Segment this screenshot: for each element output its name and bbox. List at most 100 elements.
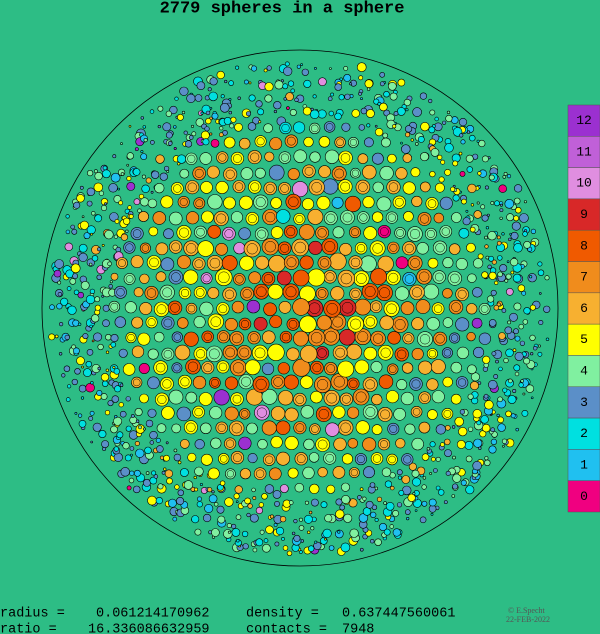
sphere [283,254,300,270]
sphere [142,478,151,487]
sphere [204,126,210,132]
sphere [232,180,246,193]
legend-swatch [567,104,600,137]
sphere-inner [443,409,452,418]
sphere [152,211,167,225]
sphere [300,63,303,66]
sphere-inner [324,241,336,252]
sphere [464,440,474,450]
sphere [208,91,218,102]
sphere [242,530,249,538]
sphere [488,271,497,280]
sphere-inner [218,271,230,284]
sphere [179,86,189,96]
sphere-inner [116,288,125,297]
sphere-inner [310,332,323,344]
sphere [401,453,414,466]
sphere [473,258,484,269]
sphere [215,421,228,434]
sphere [183,269,199,285]
sphere [128,213,134,219]
sphere [239,468,251,480]
sphere [324,149,340,164]
sphere-inner [146,288,157,298]
sphere-inner [281,332,291,342]
sphere-inner [217,423,226,432]
sphere [479,430,487,438]
sphere [142,427,146,431]
sphere [310,498,319,507]
sphere-inner [250,152,260,162]
sphere [514,335,521,342]
sphere [410,405,423,418]
sphere [153,301,170,317]
sphere [224,317,238,331]
sphere [191,124,195,128]
sphere [505,410,512,417]
sphere [286,550,293,556]
sphere [117,187,120,191]
sphere-inner [250,182,260,192]
sphere [503,357,509,364]
sphere [509,258,519,267]
sphere [246,512,251,518]
sphere [315,287,329,300]
sphere [231,300,245,314]
sphere [203,513,212,523]
sphere [370,361,383,373]
sphere [205,110,211,116]
sphere-inner [239,347,250,358]
legend-label: 4 [580,364,588,379]
sphere-inner [285,286,297,298]
sphere [383,300,400,317]
sphere [476,139,480,143]
sphere [207,87,212,92]
sphere [329,67,332,70]
sphere [132,168,141,176]
sphere [315,437,330,452]
sphere [97,343,104,351]
sphere [317,467,328,478]
sphere [513,302,522,311]
sphere [81,215,85,218]
sphere [458,151,463,156]
sphere [191,515,200,524]
sphere [141,174,146,179]
sphere [308,510,313,515]
sphere [363,137,374,148]
sphere [433,331,448,346]
sphere [77,413,83,418]
sphere-inner [317,228,327,238]
legend-label: 9 [580,207,588,222]
sphere [128,125,132,128]
sphere [224,376,239,390]
sphere [314,540,318,544]
sphere [113,234,118,239]
sphere-group [48,61,551,556]
sphere [323,211,338,226]
sphere [490,201,495,205]
sphere-inner [351,169,359,177]
sphere-inner [195,199,204,208]
sphere [496,240,502,246]
sphere-inner [187,304,196,313]
sphere-inner [286,136,296,146]
sphere [303,514,313,524]
sphere [429,171,436,178]
sphere [426,447,431,451]
sphere [202,138,210,146]
sphere [206,255,223,272]
sphere [387,153,397,164]
legend-label: 12 [576,113,592,128]
sphere [179,468,189,477]
sphere [488,445,497,454]
sphere [435,485,441,491]
sphere [473,346,485,358]
sphere [394,347,409,362]
sphere [417,212,432,226]
sphere [354,359,370,375]
sphere-inner [210,316,222,327]
sphere [487,295,495,303]
sphere [130,255,144,268]
sphere [498,332,506,340]
